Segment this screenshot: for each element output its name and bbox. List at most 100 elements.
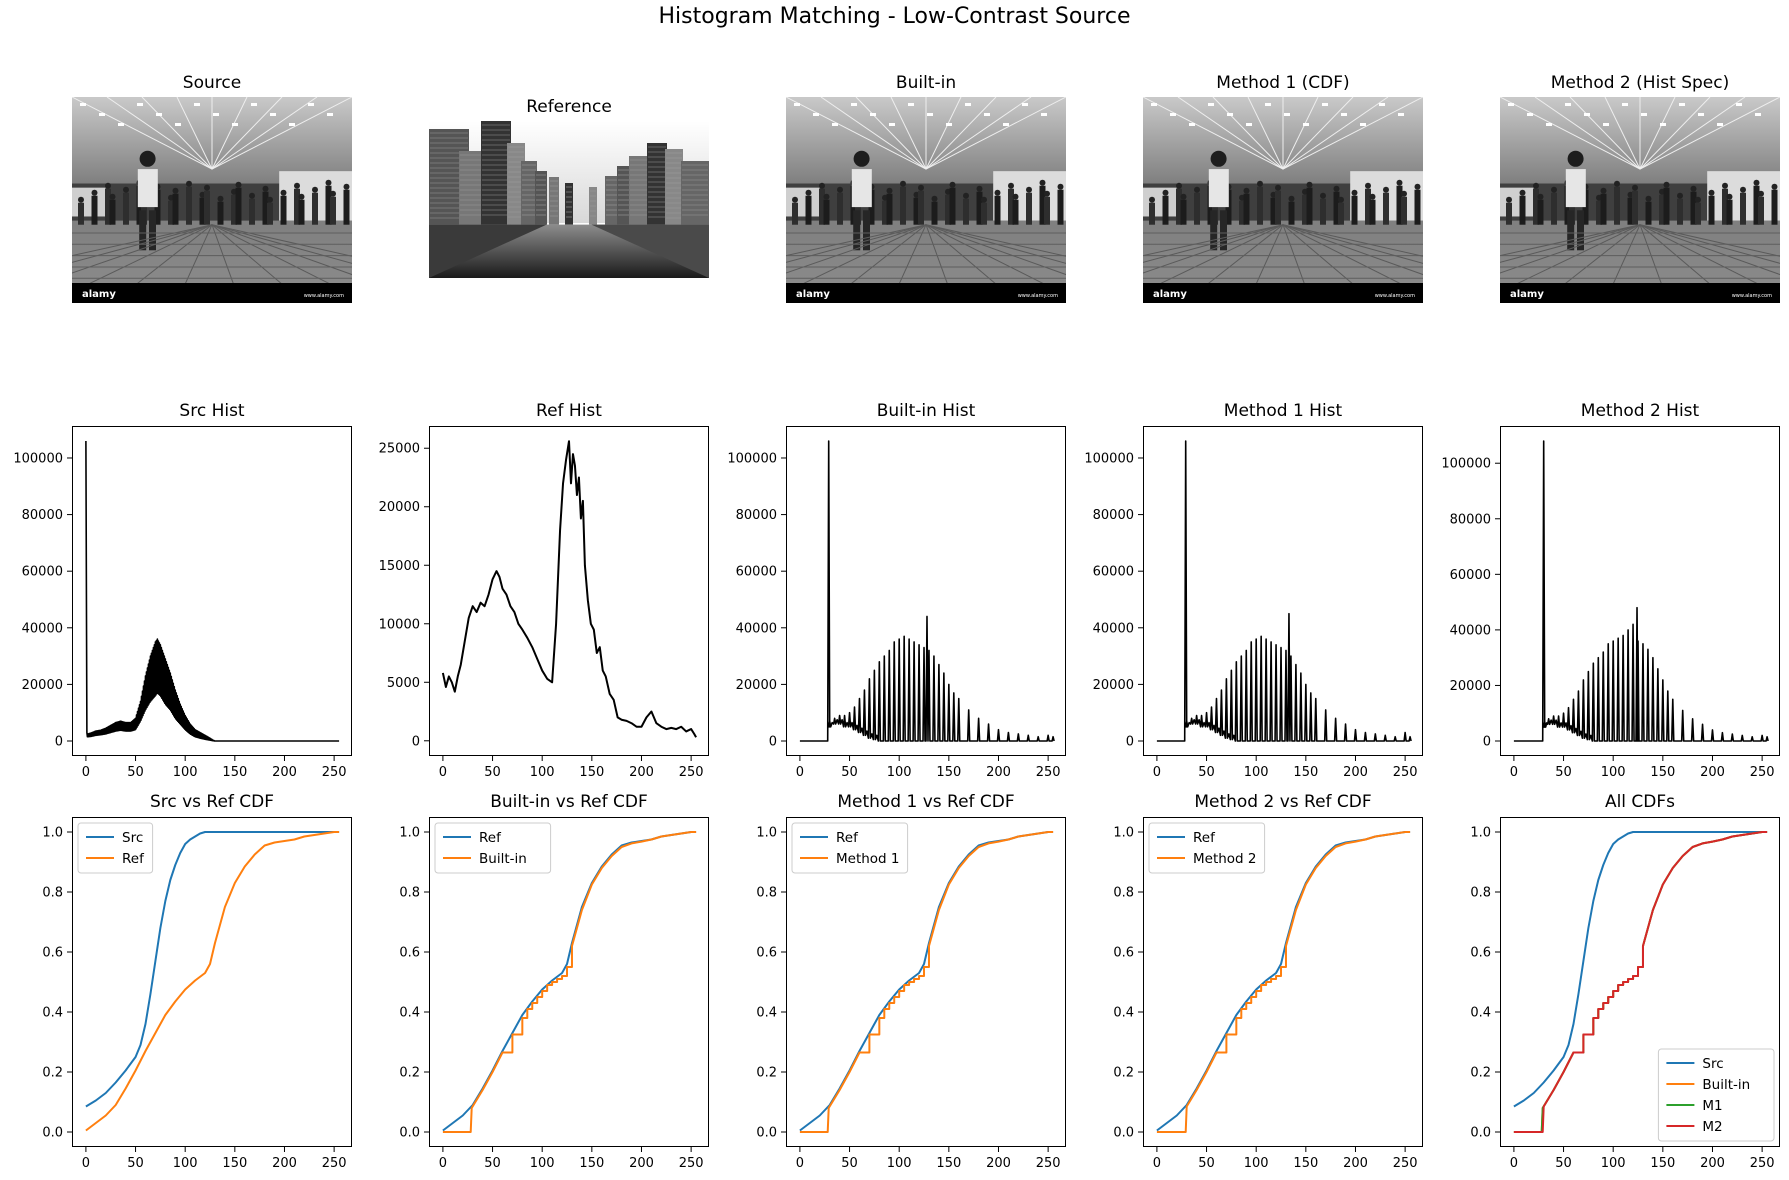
image-title-source: Source: [182, 73, 242, 93]
y-tick-label: 15000: [379, 559, 420, 574]
y-tick-label: 80000: [22, 508, 63, 523]
chart-title-builtin-hist: Built-in Hist: [876, 401, 976, 421]
series-ref: [85, 831, 340, 1132]
legend-label: Method 2: [1193, 851, 1257, 867]
y-tick-label: 60000: [1093, 565, 1134, 580]
legend: Ref Method 1: [791, 822, 909, 874]
method2-image: alamy www.alamy.com: [1500, 97, 1780, 303]
chart-title-ref-hist: Ref Hist: [536, 401, 602, 421]
x-tick-label: 50: [1198, 1156, 1215, 1171]
y-tick-label: 0.4: [42, 1006, 63, 1021]
series-src-hist-0: [85, 440, 340, 742]
y-tick-label: 0.8: [756, 886, 777, 901]
legend-label: M1: [1702, 1098, 1722, 1114]
chart-builtin-ref-cdf: 0 50 100 150 200 250 0.0 0.2 0.4 0.6 0.8 1.0 Ref Buil…: [399, 817, 709, 1171]
legend-box: [1657, 1048, 1775, 1142]
x-tick-label: 150: [936, 1156, 961, 1171]
x-tick-label: 0: [1153, 765, 1161, 780]
y-tick-label: 0.0: [756, 1126, 777, 1141]
y-tick-label: 0.8: [1113, 886, 1134, 901]
legend-label: Built-in: [479, 851, 527, 867]
legend-label: Built-in: [1702, 1077, 1750, 1093]
legend-box: [77, 822, 154, 874]
x-tick-label: 0: [796, 1156, 804, 1171]
x-tick-label: 250: [1393, 765, 1418, 780]
x-tick-label: 150: [222, 1156, 247, 1171]
chart-ref-hist: 0 50 100 150 200 250 0 5000 10000 15000 20000 25000: [379, 426, 709, 780]
y-tick-label: 40000: [1450, 623, 1491, 638]
x-tick-label: 0: [1510, 765, 1518, 780]
chart-m2-ref-cdf: 0 50 100 150 200 250 0.0 0.2 0.4 0.6 0.8 1.0 Ref Meth…: [1113, 817, 1423, 1171]
y-tick-label: 1.0: [756, 826, 777, 841]
reference-image: [429, 121, 709, 278]
x-tick-label: 250: [322, 1156, 347, 1171]
y-tick-label: 60000: [736, 565, 777, 580]
y-tick-label: 1.0: [399, 826, 420, 841]
series-m2: [1513, 831, 1768, 1133]
series-m1-hist-0: [1156, 440, 1412, 742]
chart-title-m1-ref-cdf: Method 1 vs Ref CDF: [837, 792, 1015, 812]
x-tick-label: 150: [1650, 765, 1675, 780]
x-tick-label: 100: [1244, 765, 1269, 780]
x-tick-label: 250: [322, 765, 347, 780]
chart-title-builtin-ref-cdf: Built-in vs Ref CDF: [490, 792, 648, 812]
y-tick-label: 0.8: [399, 886, 420, 901]
y-tick-label: 0.0: [399, 1126, 420, 1141]
y-tick-label: 0.2: [42, 1066, 63, 1081]
x-tick-label: 200: [272, 1156, 297, 1171]
y-tick-label: 0.4: [1113, 1006, 1134, 1021]
y-tick-label: 80000: [1450, 512, 1491, 527]
y-tick-label: 0.8: [42, 886, 63, 901]
axes-frame: [1143, 817, 1423, 1147]
chart-builtin-hist: 0 50 100 150 200 250 0 20000 40000 60000 80000 1000…: [727, 426, 1066, 780]
y-tick-label: 0.4: [756, 1006, 777, 1021]
y-tick-label: 100000: [727, 451, 777, 466]
y-tick-label: 0.6: [1113, 946, 1134, 961]
x-tick-label: 200: [629, 1156, 654, 1171]
x-tick-label: 150: [1293, 1156, 1318, 1171]
x-tick-label: 0: [1510, 1156, 1518, 1171]
axes-frame: [786, 817, 1066, 1147]
image-title-method2: Method 2 (Hist Spec): [1550, 73, 1730, 93]
x-tick-label: 150: [222, 765, 247, 780]
x-tick-label: 100: [887, 765, 912, 780]
y-tick-label: 100000: [1084, 451, 1134, 466]
watermark-logo: alamy: [1153, 289, 1187, 300]
watermark-logo: alamy: [796, 289, 830, 300]
figure-title: Histogram Matching - Low-Contrast Source: [658, 4, 1131, 29]
chart-title-src-ref-cdf: Src vs Ref CDF: [149, 792, 275, 812]
y-tick-label: 0.0: [42, 1126, 63, 1141]
chart-title-all-cdfs: All CDFs: [1604, 792, 1676, 812]
x-tick-label: 200: [629, 765, 654, 780]
legend-label: Ref: [836, 830, 859, 846]
y-tick-label: 0.2: [1470, 1066, 1491, 1081]
series-ref: [1156, 831, 1411, 1132]
x-tick-label: 200: [272, 765, 297, 780]
series-ref-hist-0: [441, 440, 697, 738]
x-tick-label: 0: [82, 1156, 90, 1171]
x-tick-label: 0: [439, 1156, 447, 1171]
y-tick-label: 0.6: [42, 946, 63, 961]
y-tick-label: 20000: [736, 678, 777, 693]
series-src: [1513, 831, 1768, 1108]
x-tick-label: 50: [1555, 1156, 1572, 1171]
y-tick-label: 0: [412, 734, 420, 749]
y-tick-label: 40000: [736, 621, 777, 636]
chart-title-m2-ref-cdf: Method 2 vs Ref CDF: [1194, 792, 1372, 812]
x-tick-label: 50: [1555, 765, 1572, 780]
axes-frame: [1500, 817, 1780, 1147]
watermark-logo: alamy: [1510, 289, 1544, 300]
legend-box: [434, 822, 552, 874]
x-tick-label: 100: [1601, 765, 1626, 780]
legend-label: Ref: [1193, 830, 1216, 846]
y-tick-label: 20000: [1450, 679, 1491, 694]
series-method-2: [1156, 831, 1411, 1133]
legend-label: M2: [1702, 1119, 1722, 1135]
series-src: [85, 831, 340, 1108]
watermark-url: www.alamy.com: [1732, 293, 1772, 299]
x-tick-label: 150: [1293, 765, 1318, 780]
x-tick-label: 250: [1750, 1156, 1775, 1171]
x-tick-label: 50: [484, 1156, 501, 1171]
x-tick-label: 50: [841, 1156, 858, 1171]
watermark-url: www.alamy.com: [1018, 293, 1058, 299]
